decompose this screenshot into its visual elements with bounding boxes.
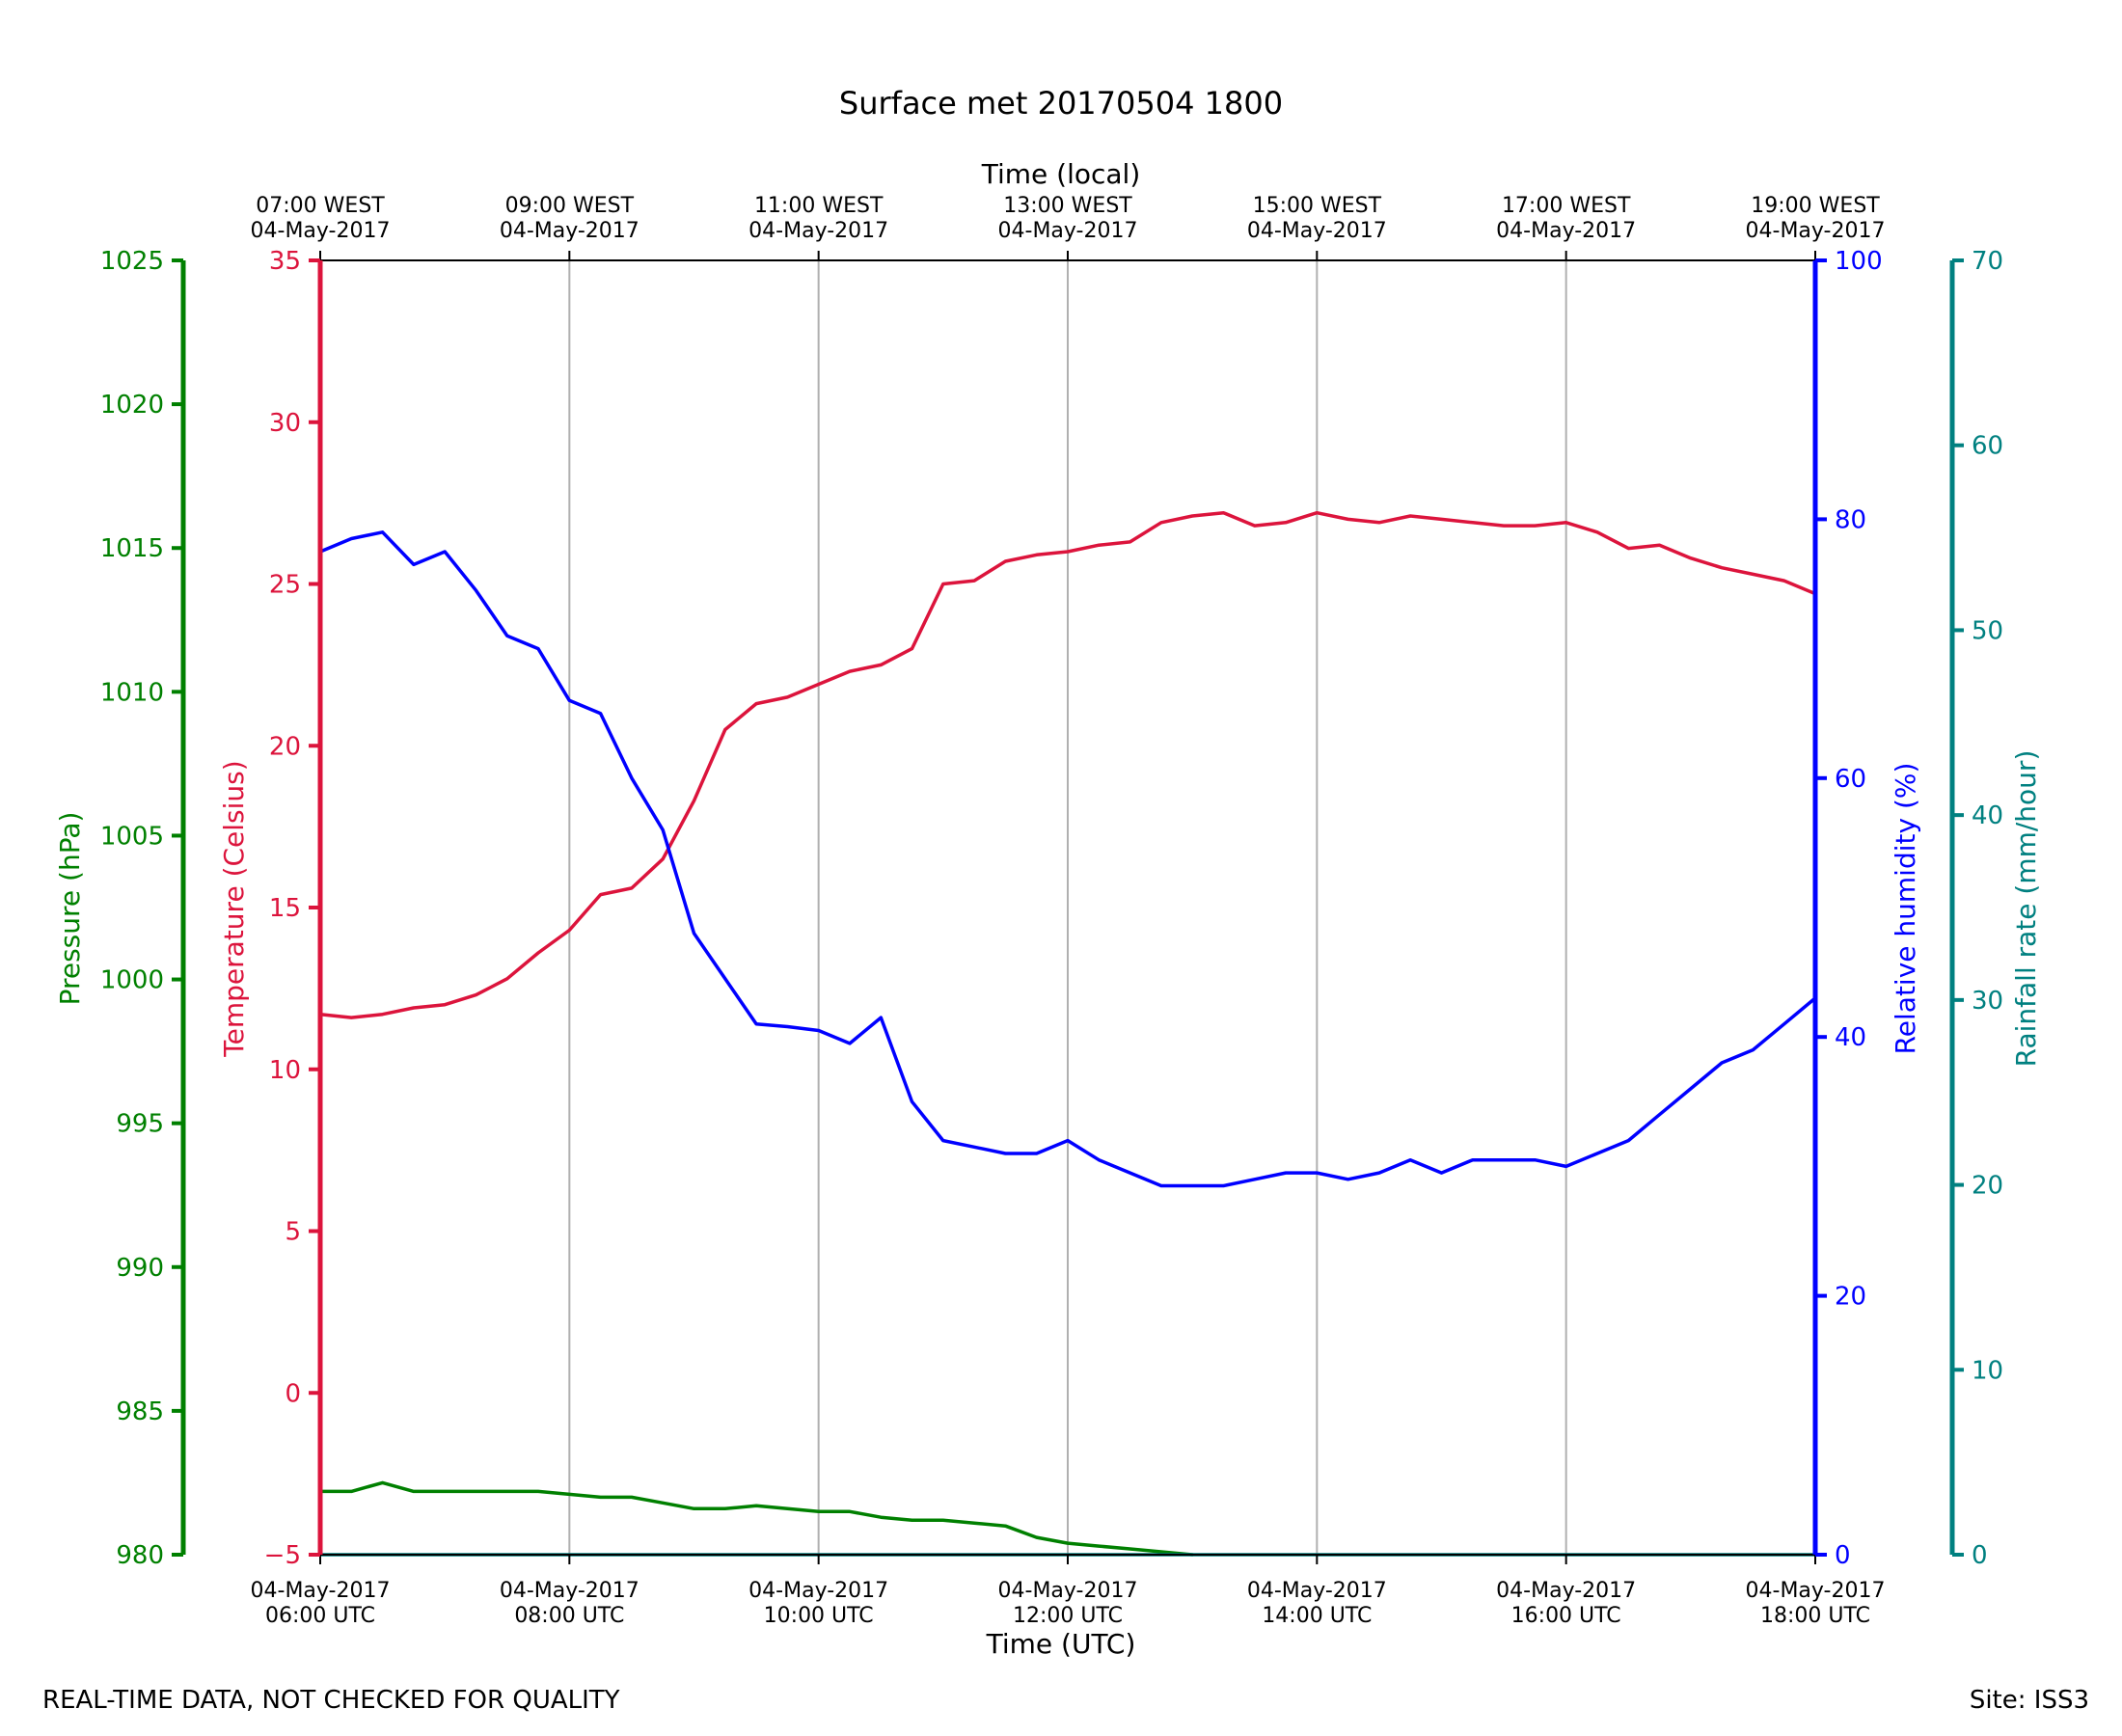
bottom-x-tick-time: 10:00 UTC xyxy=(764,1604,874,1628)
bottom-x-tick-time: 12:00 UTC xyxy=(1013,1604,1123,1628)
top-x-tick-time: 17:00 WEST xyxy=(1502,194,1631,218)
top-axis-label: Time (local) xyxy=(981,158,1141,190)
humidity-tick-label: 0 xyxy=(1835,1541,1851,1570)
top-x-tick-time: 19:00 WEST xyxy=(1751,194,1880,218)
humidity-tick-label: 40 xyxy=(1835,1023,1866,1052)
rainfall-tick-label: 0 xyxy=(1972,1541,1988,1570)
quality-disclaimer: REAL-TIME DATA, NOT CHECKED FOR QUALITY xyxy=(42,1686,620,1715)
rainfall-tick-label: 40 xyxy=(1972,801,2003,830)
pressure-tick-label: 995 xyxy=(116,1110,164,1139)
pressure-axis-label: Pressure (hPa) xyxy=(54,812,86,1006)
bottom-x-tick-date: 04-May-2017 xyxy=(500,1579,639,1603)
temperature-tick-label: 25 xyxy=(269,571,301,600)
humidity-tick-label: 80 xyxy=(1835,505,1866,534)
temperature-tick-label: 5 xyxy=(285,1218,301,1247)
pressure-tick-label: 1005 xyxy=(100,822,164,851)
pressure-tick-label: 1015 xyxy=(100,534,164,563)
top-x-tick-time: 15:00 WEST xyxy=(1253,194,1382,218)
top-x-tick-time: 13:00 WEST xyxy=(1003,194,1132,218)
temperature-tick-label: 0 xyxy=(285,1379,301,1408)
rainfall-tick-label: 30 xyxy=(1972,987,2003,1016)
x-axis-label: Time (UTC) xyxy=(986,1628,1136,1660)
chart-title: Surface met 20170504 1800 xyxy=(839,85,1283,122)
pressure-tick-label: 1025 xyxy=(100,247,164,276)
bottom-x-tick-date: 04-May-2017 xyxy=(1746,1579,1886,1603)
humidity-axis-label: Relative humidity (%) xyxy=(1890,763,1921,1055)
rainfall-axis-label: Rainfall rate (mm/hour) xyxy=(2010,750,2042,1068)
top-x-tick-date: 04-May-2017 xyxy=(998,219,1138,243)
bottom-x-tick-date: 04-May-2017 xyxy=(251,1579,391,1603)
bottom-x-tick-date: 04-May-2017 xyxy=(1496,1579,1636,1603)
pressure-tick-label: 990 xyxy=(116,1254,164,1283)
bottom-x-tick-time: 08:00 UTC xyxy=(514,1604,624,1628)
pressure-tick-label: 1020 xyxy=(100,391,164,420)
top-x-tick-time: 11:00 WEST xyxy=(754,194,884,218)
rainfall-tick-label: 50 xyxy=(1972,616,2003,645)
temperature-tick-label: 30 xyxy=(269,409,301,438)
series-line-pressure xyxy=(318,1480,1194,1557)
bottom-x-tick-date: 04-May-2017 xyxy=(1247,1579,1387,1603)
bottom-x-tick-time: 18:00 UTC xyxy=(1760,1604,1870,1628)
top-x-tick-time: 09:00 WEST xyxy=(505,194,635,218)
bottom-x-tick-date: 04-May-2017 xyxy=(998,1579,1138,1603)
series-line-humidity xyxy=(318,530,1817,1188)
bottom-x-tick-time: 14:00 UTC xyxy=(1262,1604,1372,1628)
bottom-x-tick-time: 16:00 UTC xyxy=(1511,1604,1621,1628)
temperature-tick-label: 15 xyxy=(269,894,301,923)
humidity-tick-label: 60 xyxy=(1835,765,1866,794)
temperature-tick-label: 10 xyxy=(269,1056,301,1085)
temperature-axis-label: Temperature (Celsius) xyxy=(218,760,250,1057)
top-x-tick-time: 07:00 WEST xyxy=(256,194,385,218)
bottom-x-tick-date: 04-May-2017 xyxy=(748,1579,888,1603)
top-x-tick-date: 04-May-2017 xyxy=(1247,219,1387,243)
top-x-tick-date: 04-May-2017 xyxy=(1496,219,1636,243)
temperature-tick-label: 35 xyxy=(269,247,301,276)
top-x-tick-date: 04-May-2017 xyxy=(251,219,391,243)
temperature-tick-label: −5 xyxy=(264,1541,301,1570)
rainfall-tick-label: 20 xyxy=(1972,1172,2003,1201)
pressure-tick-label: 1000 xyxy=(100,966,164,995)
bottom-x-tick-time: 06:00 UTC xyxy=(265,1604,375,1628)
humidity-tick-label: 100 xyxy=(1835,247,1883,276)
rainfall-tick-label: 60 xyxy=(1972,432,2003,461)
top-x-tick-date: 04-May-2017 xyxy=(500,219,639,243)
top-x-tick-date: 04-May-2017 xyxy=(1746,219,1886,243)
rainfall-tick-label: 70 xyxy=(1972,247,2003,276)
pressure-tick-label: 980 xyxy=(116,1541,164,1570)
top-x-tick-date: 04-May-2017 xyxy=(748,219,888,243)
site-label: Site: ISS3 xyxy=(1969,1686,2089,1715)
humidity-tick-label: 20 xyxy=(1835,1283,1866,1312)
grid-layer xyxy=(568,260,1567,1555)
temperature-tick-label: 20 xyxy=(269,732,301,761)
pressure-tick-label: 1010 xyxy=(100,678,164,707)
rainfall-tick-label: 10 xyxy=(1972,1356,2003,1385)
series-line-temperature xyxy=(318,510,1817,1019)
pressure-tick-label: 985 xyxy=(116,1397,164,1426)
